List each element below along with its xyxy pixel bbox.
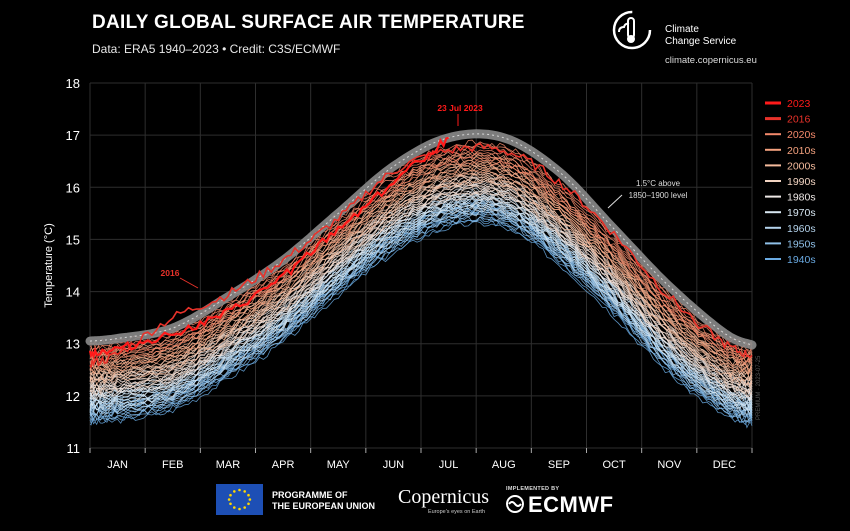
x-tick-label: NOV (657, 459, 682, 471)
x-tick-label: MAY (327, 459, 351, 471)
decade-line-1960s (89, 210, 753, 417)
temperature-chart: 11 12 13 14 15 16 17 18 JAN FEB MAR APR MAY JUN JUL AUG… (43, 76, 816, 471)
annotation-peak-2023: 23 Jul 2023 (437, 103, 483, 113)
decade-line-2010s (89, 169, 753, 376)
x-tick-label: SEP (548, 459, 570, 471)
implemented-by-label: IMPLEMENTED BY (506, 486, 560, 492)
legend-label: 1970s (787, 207, 816, 219)
legend-label: 1990s (787, 176, 816, 188)
ecmwf-logo: ECMWF (528, 492, 614, 517)
decade-line-2020s (89, 148, 753, 353)
copernicus-tagline: Europe's eyes on Earth (428, 509, 486, 515)
x-tick-label: JAN (107, 459, 128, 471)
annotation-threshold-line1: 1.5°C above (636, 179, 681, 188)
y-tick-label: 11 (67, 441, 81, 456)
legend-label: 1980s (787, 192, 816, 204)
copernicus-climate-logo-icon (612, 10, 652, 50)
service-name-line2: Change Service (665, 36, 737, 47)
service-name: Climate Change Service (665, 24, 765, 48)
decade-line-2020s (89, 152, 753, 361)
decade-line-2010s (89, 161, 753, 368)
x-tick-label: MAR (216, 459, 241, 471)
chart-lines (85, 129, 757, 370)
y-tick-label: 16 (66, 180, 80, 195)
y-tick-label: 13 (66, 337, 80, 352)
decade-line-1970s (89, 201, 753, 409)
chart-annotations: 23 Jul 2023 2016 1.5°C above 1850–1900 leve… (161, 103, 762, 420)
date-watermark: PREMIUM · 2023-07-25 (756, 355, 762, 420)
legend-label: 2020s (787, 129, 816, 141)
y-tick-label: 14 (66, 285, 80, 300)
decade-line-1950s (89, 213, 753, 422)
service-url[interactable]: climate.copernicus.eu (665, 55, 757, 66)
decade-line-1970s (89, 196, 753, 403)
y-axis-label: Temperature (°C) (43, 223, 55, 307)
decade-line-2000s (89, 178, 753, 388)
y-tick-label: 12 (66, 389, 80, 404)
x-tick-label: APR (272, 459, 295, 471)
eu-line2: THE EUROPEAN UNION (272, 501, 376, 511)
decade-line-2000s (89, 176, 753, 383)
legend-label: 2016 (787, 114, 811, 126)
x-tick-label: FEB (162, 459, 183, 471)
ecmwf-logo-icon (506, 495, 524, 513)
legend-label: 2000s (787, 160, 816, 172)
legend-label: 1950s (787, 238, 816, 250)
decade-line-2020s (89, 151, 753, 356)
legend-label: 2023 (787, 98, 811, 110)
series-2023-line (88, 136, 449, 360)
y-tick-label: 18 (66, 76, 80, 91)
decade-line-2010s (89, 166, 753, 374)
decade-line-1940s (89, 220, 753, 429)
chart-axes: 11 12 13 14 15 16 17 18 JAN FEB MAR APR MAY JUN JUL AUG… (43, 76, 753, 471)
decade-line-1960s (89, 207, 753, 415)
x-tick-label: JUN (383, 459, 404, 471)
series-2016-line (89, 142, 753, 370)
legend-label: 1940s (787, 254, 816, 266)
decade-line-2010s (89, 163, 753, 372)
eu-flag-icon (216, 484, 263, 515)
eu-line1: PROGRAMME OF (272, 490, 348, 500)
decade-line-1990s (89, 178, 753, 385)
legend-label: 1960s (787, 223, 816, 235)
decade-line-2020s (89, 156, 753, 363)
decade-line-1980s (89, 194, 753, 402)
decade-line-1990s (89, 187, 753, 395)
y-tick-label: 17 (66, 128, 80, 143)
decade-line-1950s (89, 199, 753, 409)
x-tick-label: JUL (439, 459, 459, 471)
copernicus-logo: Copernicus (398, 486, 490, 508)
decade-line-1950s (89, 196, 753, 406)
chart-title: DAILY GLOBAL SURFACE AIR TEMPERATURE (92, 12, 525, 33)
decade-line-1990s (89, 185, 753, 392)
decade-line-1940s (89, 219, 753, 426)
threshold-line (89, 133, 753, 346)
decade-line-1970s (89, 202, 753, 410)
x-tick-label: OCT (602, 459, 626, 471)
annotation-threshold-leader (607, 194, 623, 209)
x-tick-label: AUG (492, 459, 516, 471)
annotation-2016-leader (179, 277, 199, 289)
eu-programme-label: PROGRAMME OF THE EUROPEAN UNION (272, 490, 392, 512)
annotation-threshold-line2: 1850–1900 level (629, 191, 688, 200)
chart-bands (89, 139, 753, 429)
y-tick-label: 15 (66, 232, 80, 247)
x-tick-label: DEC (713, 459, 736, 471)
chart-legend: 2023 2016 2020s 2010s 2000s 1990s 1980s 1970s 19… (765, 98, 816, 266)
legend-label: 2010s (787, 145, 816, 157)
annotation-2016: 2016 (161, 268, 180, 278)
chart-subtitle: Data: ERA5 1940–2023 • Credit: C3S/ECMWF (92, 42, 341, 56)
decade-line-1990s (89, 191, 753, 397)
decade-line-1970s (89, 205, 753, 413)
service-name-line1: Climate (665, 24, 699, 35)
footer (0, 478, 850, 531)
